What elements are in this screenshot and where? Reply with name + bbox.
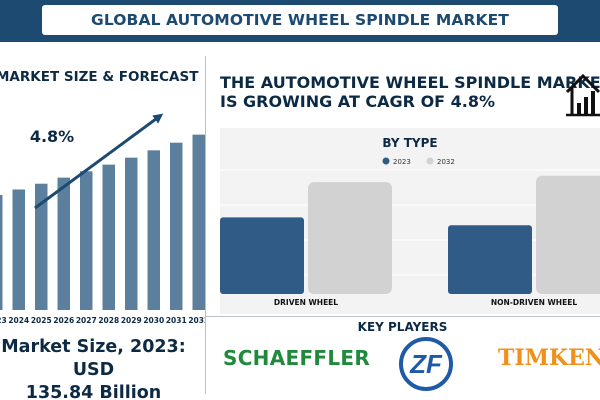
vertical-divider bbox=[205, 56, 206, 394]
forecast-year-label: 2027 bbox=[76, 316, 97, 325]
forecast-bar bbox=[192, 134, 205, 310]
type-bar bbox=[308, 182, 392, 294]
forecast-bar bbox=[147, 150, 160, 310]
forecast-year-label: 2028 bbox=[98, 316, 119, 325]
legend-label: 2023 bbox=[393, 158, 411, 166]
forecast-bar bbox=[125, 157, 138, 310]
cagr-headline: THE AUTOMOTIVE WHEEL SPINDLE MARKET IS G… bbox=[220, 73, 600, 111]
by-type-chart: BY TYPE 2023 2032 DRIVEN WHEEL NON-DRIVEN WH… bbox=[220, 136, 600, 307]
type-category-label: DRIVEN WHEEL bbox=[274, 298, 338, 307]
header-bar: GLOBAL AUTOMOTIVE WHEEL SPINDLE MARKET bbox=[0, 0, 600, 42]
legend-label: 2032 bbox=[437, 158, 455, 166]
house-chart-icon bbox=[566, 73, 600, 117]
forecast-year-label: 2023 bbox=[0, 316, 7, 325]
type-bar bbox=[536, 175, 600, 294]
forecast-bar bbox=[80, 171, 93, 310]
key-players-title: KEY PLAYERS bbox=[357, 320, 448, 334]
legend-marker bbox=[426, 157, 434, 165]
forecast-year-label: 2024 bbox=[8, 316, 29, 325]
cagr-headline-line-1: THE AUTOMOTIVE WHEEL SPINDLE MARKET bbox=[220, 73, 600, 92]
zf-logo: ZF bbox=[399, 337, 453, 391]
schaeffler-logo: SCHAEFFLER bbox=[223, 346, 371, 370]
type-category-label: NON-DRIVEN WHEEL bbox=[491, 298, 577, 307]
market-size-forecast-title: MARKET SIZE & FORECAST bbox=[0, 69, 199, 85]
market-size-text: Market Size, 2023: USD 135.84 Billion bbox=[0, 336, 201, 400]
page-title: GLOBAL AUTOMOTIVE WHEEL SPINDLE MARKET bbox=[91, 11, 509, 29]
type-bar bbox=[448, 225, 532, 294]
zf-logo-text: ZF bbox=[409, 349, 443, 379]
forecast-year-label: 2026 bbox=[53, 316, 74, 325]
cagr-headline-line-2: IS GROWING AT CAGR OF 4.8% bbox=[220, 92, 496, 111]
header-banner: GLOBAL AUTOMOTIVE WHEEL SPINDLE MARKET bbox=[42, 5, 558, 35]
market-size-line-2: 135.84 Billion bbox=[25, 383, 162, 400]
forecast-year-label: 2025 bbox=[31, 316, 52, 325]
cagr-annotation: 4.8% bbox=[30, 127, 74, 146]
market-size-line-1: Market Size, 2023: USD bbox=[1, 337, 186, 380]
forecast-year-label: 2032 bbox=[188, 316, 205, 325]
forecast-bar bbox=[0, 195, 3, 310]
forecast-bar bbox=[35, 183, 48, 310]
type-bar bbox=[220, 217, 304, 294]
forecast-year-label: 2031 bbox=[166, 316, 187, 325]
forecast-bar bbox=[57, 177, 70, 310]
forecast-bar bbox=[170, 142, 183, 310]
forecast-bar bbox=[12, 189, 25, 310]
forecast-year-label: 2030 bbox=[143, 316, 164, 325]
horizontal-divider bbox=[205, 316, 600, 317]
market-forecast-chart: 2023202420252026202720282029203020312032… bbox=[0, 113, 205, 325]
forecast-bar bbox=[102, 164, 115, 310]
timken-logo: TIMKEN bbox=[498, 345, 600, 371]
by-type-title: BY TYPE bbox=[382, 136, 437, 150]
growth-arrow bbox=[34, 113, 164, 210]
legend-marker bbox=[382, 157, 390, 165]
by-type-panel: BY TYPE 2023 2032 DRIVEN WHEEL NON-DRIVEN WH… bbox=[220, 128, 600, 314]
forecast-year-label: 2029 bbox=[121, 316, 142, 325]
